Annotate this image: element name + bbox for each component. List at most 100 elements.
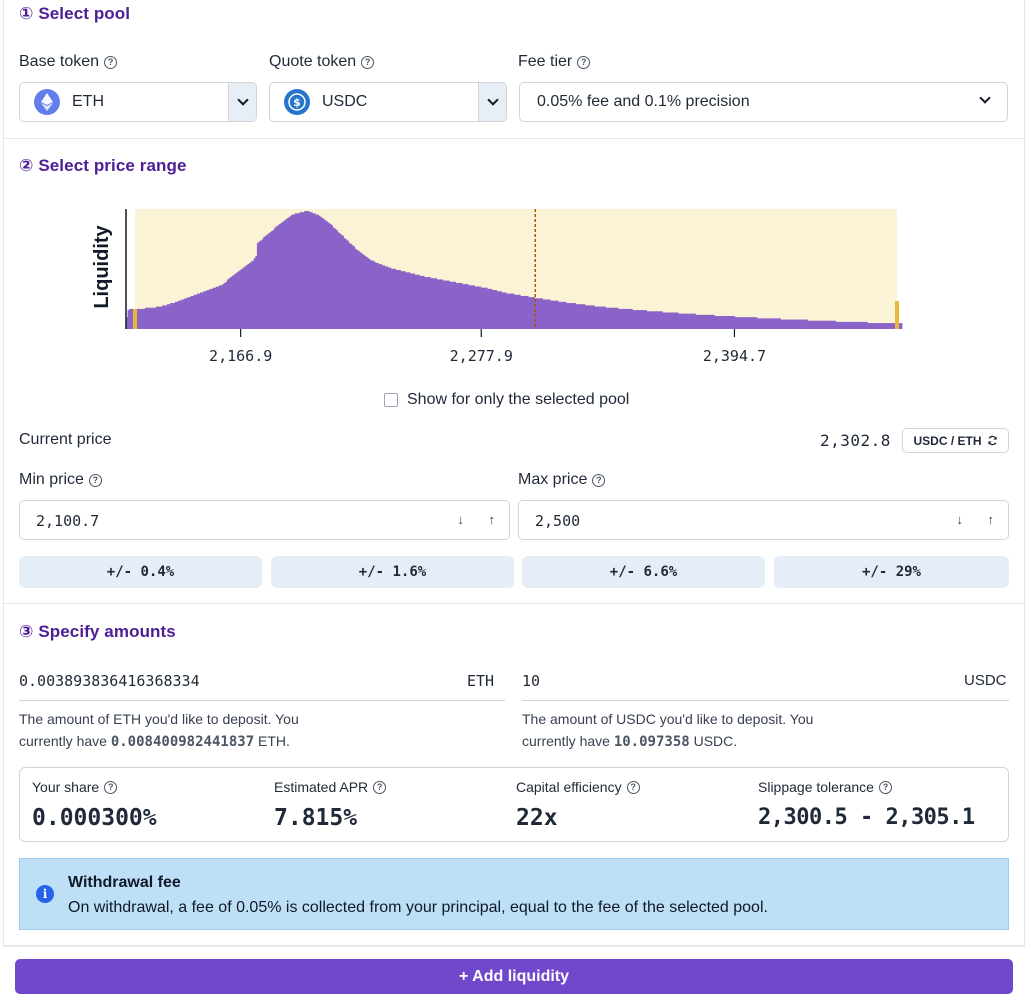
liquidity-bar [449, 281, 452, 329]
range-preset-button[interactable]: +/- 1.6% [271, 556, 514, 588]
liquidity-bar [610, 307, 613, 329]
share-label: Your share? [32, 779, 118, 795]
liquidity-bar [392, 268, 395, 329]
help-icon[interactable]: ? [592, 473, 606, 487]
liquidity-bar [846, 321, 849, 329]
liquidity-bar [778, 318, 781, 329]
info-icon: i [36, 885, 54, 903]
range-preset-button[interactable]: +/- 29% [774, 556, 1009, 588]
liquidity-bar [255, 255, 258, 329]
liquidity-bar [452, 281, 455, 329]
increment-arrow-icon[interactable]: ↑ [987, 512, 995, 527]
selected-pool-checkbox[interactable] [384, 393, 398, 407]
liquidity-bar [867, 323, 870, 329]
liquidity-bar [362, 254, 365, 329]
liquidity-bar [416, 274, 419, 329]
liquidity-bar [390, 268, 393, 329]
liquidity-bar [157, 306, 160, 329]
help-icon[interactable]: ? [88, 473, 102, 487]
quote-token-select[interactable]: $ USDC [269, 82, 507, 122]
liquidity-bar [263, 236, 266, 329]
min-price-input[interactable] [36, 512, 416, 530]
liquidity-bar [149, 307, 152, 329]
liquidity-bar [564, 301, 567, 329]
help-icon[interactable]: ? [104, 55, 118, 69]
liquidity-bar [859, 321, 862, 329]
y-axis-label: Liquidity [91, 224, 113, 308]
liquidity-bar [466, 284, 469, 329]
liquidity-bar [827, 320, 830, 329]
liquidity-bar [220, 285, 223, 329]
liquidity-bar [674, 312, 677, 329]
liquidity-bar [419, 275, 422, 329]
help-icon[interactable]: ? [361, 55, 375, 69]
liquidity-bar [239, 270, 242, 329]
liquidity-bar [648, 311, 651, 329]
decrement-arrow-icon[interactable]: ↓ [956, 512, 964, 527]
help-icon[interactable]: ? [878, 780, 892, 794]
range-preset-button[interactable]: +/- 6.6% [522, 556, 765, 588]
liquidity-bar [425, 277, 428, 329]
liquidity-bar [406, 272, 409, 329]
liquidity-bar [129, 308, 132, 329]
liquidity-bar [747, 317, 750, 329]
quote-token-dropdown[interactable] [478, 83, 506, 121]
help-icon[interactable]: ? [626, 780, 640, 794]
max-price-field[interactable]: ↓ ↑ [518, 500, 1009, 540]
liquidity-bar [367, 258, 370, 329]
usdc-amount-input[interactable]: 10 [522, 672, 541, 690]
range-preset-button[interactable]: +/- 0.4% [19, 556, 262, 588]
liquidity-bar [465, 284, 468, 329]
liquidity-bar [614, 307, 617, 329]
liquidity-bar [182, 299, 185, 329]
liquidity-bar [315, 214, 318, 329]
liquidity-bar [629, 308, 632, 329]
eth-amount-input[interactable]: 0.003893836416368334 [19, 672, 200, 690]
liquidity-bar [873, 323, 876, 329]
liquidity-bar [340, 234, 343, 329]
liquidity-bar [491, 290, 494, 329]
liquidity-bar [719, 316, 722, 329]
liquidity-bar [889, 323, 892, 329]
base-token-select[interactable]: ETH [19, 82, 257, 122]
base-token-label: Base token ? [19, 53, 118, 71]
help-icon[interactable]: ? [104, 780, 118, 794]
base-token-dropdown[interactable] [228, 83, 256, 121]
divider [3, 603, 1025, 604]
liquidity-bar [561, 301, 564, 329]
liquidity-bar [176, 301, 179, 329]
liquidity-bar [824, 320, 827, 329]
liquidity-bar [313, 213, 316, 329]
liquidity-bar [184, 298, 187, 329]
selected-pool-checkbox-label[interactable]: Show for only the selected pool [407, 391, 630, 408]
decrement-arrow-icon[interactable]: ↓ [457, 512, 465, 527]
liquidity-bar [559, 301, 562, 329]
liquidity-bar [375, 262, 378, 329]
liquidity-bar [831, 320, 834, 329]
liquidity-chart[interactable]: 2,166.9 2,277.9 2,394.7 Liquidity [80, 195, 920, 370]
liquidity-bar [545, 299, 548, 329]
add-liquidity-button[interactable]: + Add liquidity [15, 959, 1013, 994]
liquidity-bar [613, 307, 616, 329]
price-unit-toggle[interactable]: USDC / ETH [902, 428, 1009, 453]
help-icon[interactable]: ? [373, 780, 387, 794]
liquidity-bar [379, 264, 382, 329]
fee-tier-select[interactable]: 0.05% fee and 0.1% precision [519, 82, 1008, 122]
help-icon[interactable]: ? [577, 55, 591, 69]
max-price-input[interactable] [535, 512, 915, 530]
liquidity-bar [242, 267, 245, 329]
liquidity-bar [274, 227, 277, 329]
liquidity-bar [409, 273, 412, 329]
section-title-select-pool: ① Select pool [19, 4, 131, 23]
increment-arrow-icon[interactable]: ↑ [488, 512, 496, 527]
share-value: 0.000300% [32, 805, 157, 831]
liquidity-bar [696, 314, 699, 329]
liquidity-bar [127, 310, 130, 329]
liquidity-bar [359, 252, 362, 329]
min-price-field[interactable]: ↓ ↑ [19, 500, 510, 540]
liquidity-bar [190, 295, 193, 329]
liquidity-bar [668, 312, 671, 329]
liquidity-bar [252, 260, 255, 329]
liquidity-bar [621, 308, 624, 329]
liquidity-bar [493, 290, 496, 329]
